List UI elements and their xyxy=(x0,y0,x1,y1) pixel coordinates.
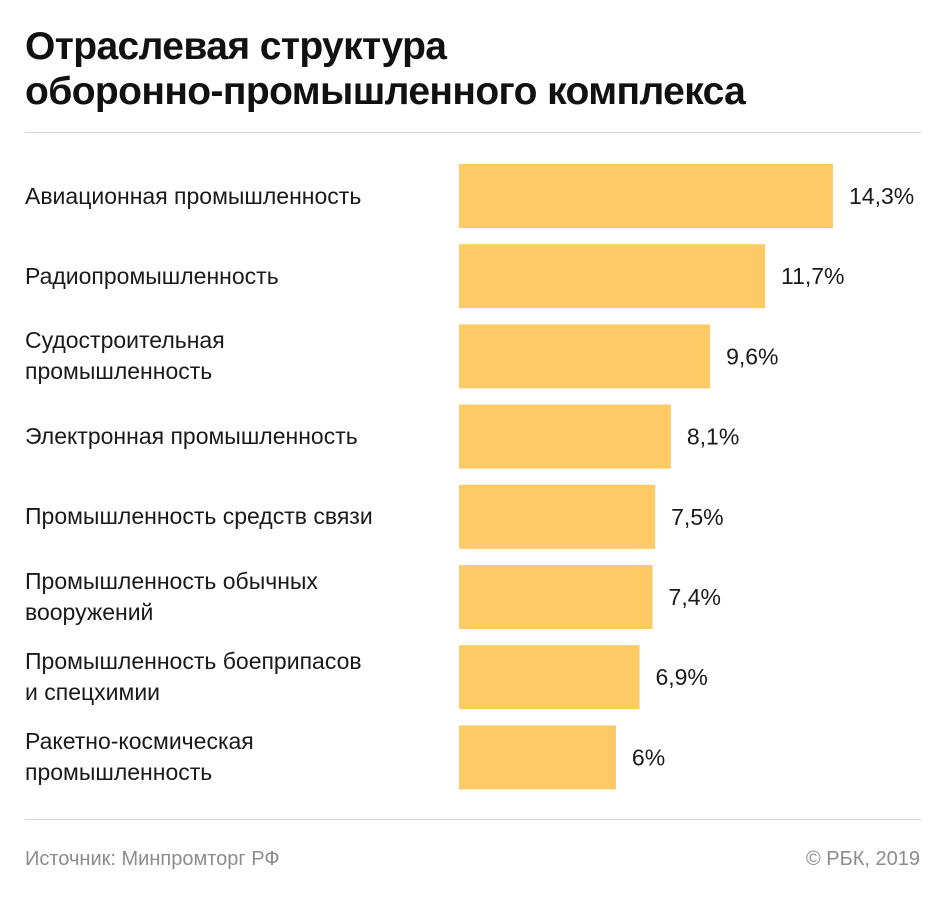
value-label-4: 8,1% xyxy=(687,424,739,450)
bar-3 xyxy=(459,324,711,389)
category-label-text: Судостроительная промышленность xyxy=(25,325,225,387)
category-label-text: Промышленность средств связи xyxy=(25,501,373,532)
source-note: Источник: Минпромторг РФ xyxy=(25,848,280,870)
category-label-text: Промышленность боеприпасов и спецхимии xyxy=(25,646,362,708)
category-label-text: Радиопромышленность xyxy=(25,261,279,292)
top-divider xyxy=(25,132,921,133)
value-label-8: 6% xyxy=(632,744,665,770)
bar-1 xyxy=(459,164,833,228)
category-label-line: Промышленность обычных xyxy=(25,568,318,594)
category-label-line: вооружений xyxy=(25,599,154,625)
category-label-line: Промышленность средств связи xyxy=(25,503,373,530)
category-label-line: Судостроительная xyxy=(25,327,225,354)
category-label-text: Электронная промышленность xyxy=(25,421,358,452)
bar-8 xyxy=(459,725,616,790)
value-label-5: 7,5% xyxy=(671,504,723,530)
category-label-line: Авиационная промышленность xyxy=(25,182,362,209)
category-label-line: Ракетно-космическая xyxy=(25,728,254,755)
value-label-2: 11,7% xyxy=(781,263,845,289)
bar-2 xyxy=(459,244,765,309)
chart-title: Отраслевая структура оборонно-промышленн… xyxy=(25,24,905,114)
category-label-2: Радиопромышленность xyxy=(25,244,440,308)
value-label-3: 9,6% xyxy=(726,343,778,369)
category-label-line: промышленность xyxy=(25,358,213,385)
category-label-line: Электронная промышленность xyxy=(25,423,358,450)
category-label-4: Электронная промышленность xyxy=(25,405,440,469)
category-label-text: Промышленность обычных вооружений xyxy=(25,566,318,628)
value-label-7: 6,9% xyxy=(655,664,707,690)
chart-title-line-2: оборонно-промышленного комплекса xyxy=(25,70,746,113)
category-label-text: Авиационная промышленность xyxy=(25,181,361,212)
bar-5 xyxy=(459,484,656,549)
category-label-3: Судостроительная промышленность xyxy=(25,324,440,388)
value-label-6: 7,4% xyxy=(669,584,721,610)
category-label-line: Промышленность боеприпасов xyxy=(25,648,362,675)
category-label-line: промышленность xyxy=(25,759,213,786)
category-label-1: Авиационная промышленность xyxy=(25,164,440,228)
bar-4 xyxy=(459,404,671,469)
category-label-6: Промышленность обычных вооружений xyxy=(25,565,440,629)
bar-7 xyxy=(459,645,640,710)
category-label-7: Промышленность боеприпасов и спецхимии xyxy=(25,645,440,709)
category-label-line: Радиопромышленность xyxy=(25,262,279,289)
category-label-text: Ракетно-космическая промышленность xyxy=(25,726,254,788)
bottom-divider xyxy=(25,819,921,820)
value-label-1: 14,3% xyxy=(849,183,914,209)
category-label-line: и спецхимии xyxy=(25,679,161,706)
category-label-5: Промышленность средств связи xyxy=(25,485,440,549)
chart-title-line-1: Отраслевая структура xyxy=(25,25,447,68)
copyright-note: © РБК, 2019 xyxy=(805,848,920,870)
bar-6 xyxy=(459,565,653,629)
category-label-8: Ракетно-космическая промышленность xyxy=(25,725,440,789)
